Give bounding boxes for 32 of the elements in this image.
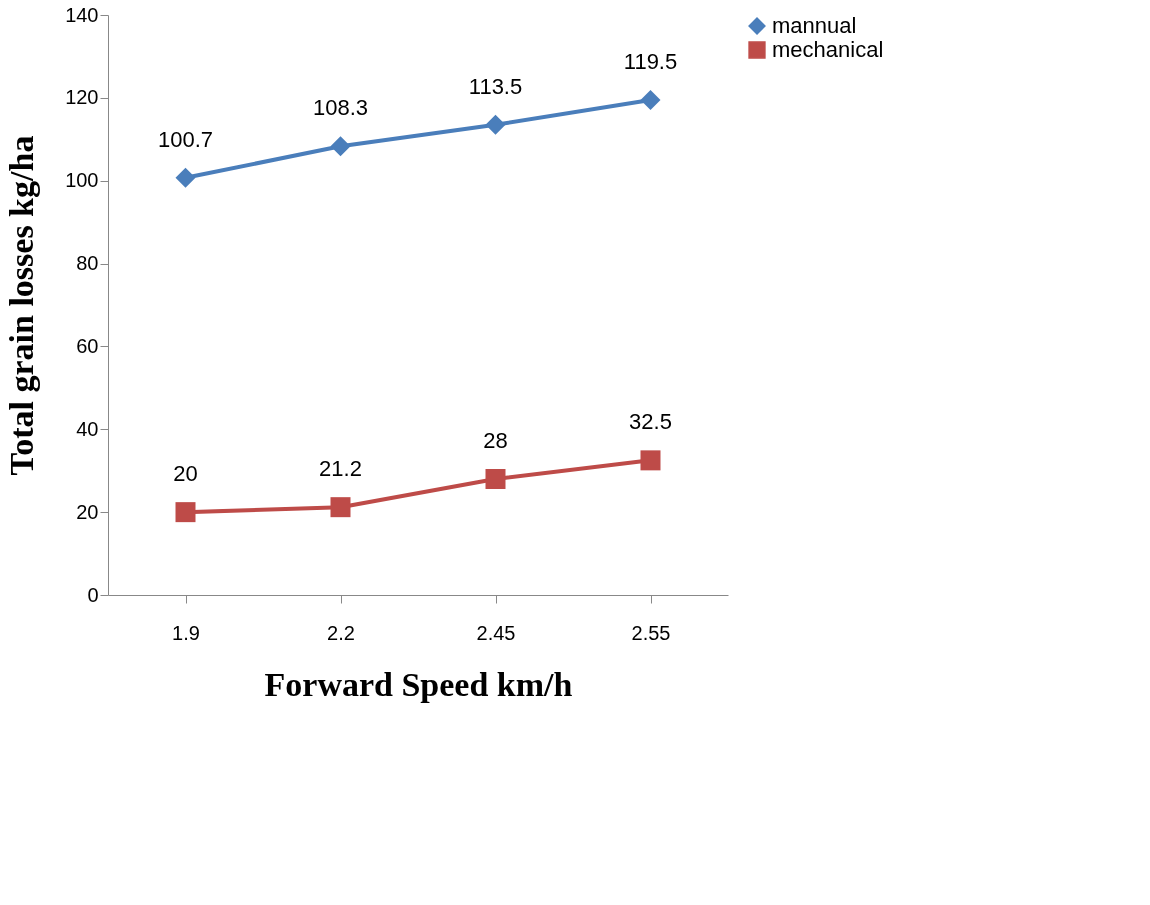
data-label: 20 bbox=[173, 461, 198, 487]
x-axis-title: Forward Speed km/h bbox=[264, 665, 573, 703]
y-tick-label: 140 bbox=[65, 3, 99, 26]
point bbox=[330, 497, 351, 518]
y-tick-label: 0 bbox=[87, 583, 99, 606]
y-axis-title: Total grain losses kg/ha bbox=[3, 135, 41, 476]
x-tick-label: 1.9 bbox=[172, 621, 200, 644]
point bbox=[485, 469, 506, 489]
y-tick-label: 60 bbox=[76, 334, 99, 357]
x-tick-label: 2.45 bbox=[476, 621, 516, 644]
y-tick-label: 40 bbox=[76, 417, 99, 440]
data-label: 28 bbox=[483, 428, 508, 453]
point bbox=[330, 136, 351, 157]
data-label: 32.5 bbox=[629, 409, 672, 435]
y-tick-label: 80 bbox=[76, 252, 99, 275]
point bbox=[640, 450, 661, 471]
point bbox=[175, 502, 196, 523]
data-label: 119.5 bbox=[623, 48, 678, 74]
x-tick-label: 2.2 bbox=[327, 621, 355, 644]
point bbox=[485, 114, 506, 135]
legend-label: mannual bbox=[772, 13, 857, 38]
y-tick-label: 120 bbox=[65, 86, 99, 109]
point bbox=[640, 89, 661, 110]
data-label: 21.2 bbox=[319, 456, 362, 482]
legend-label: mechanical bbox=[772, 37, 884, 62]
y-tick-label: 100 bbox=[65, 169, 99, 192]
y-tick-label: 20 bbox=[76, 500, 99, 523]
x-tick-label: 2.55 bbox=[631, 621, 671, 644]
point bbox=[175, 167, 196, 188]
data-label: 100.7 bbox=[157, 126, 214, 152]
data-label: 113.5 bbox=[468, 73, 523, 99]
data-label: 108.3 bbox=[312, 95, 369, 121]
